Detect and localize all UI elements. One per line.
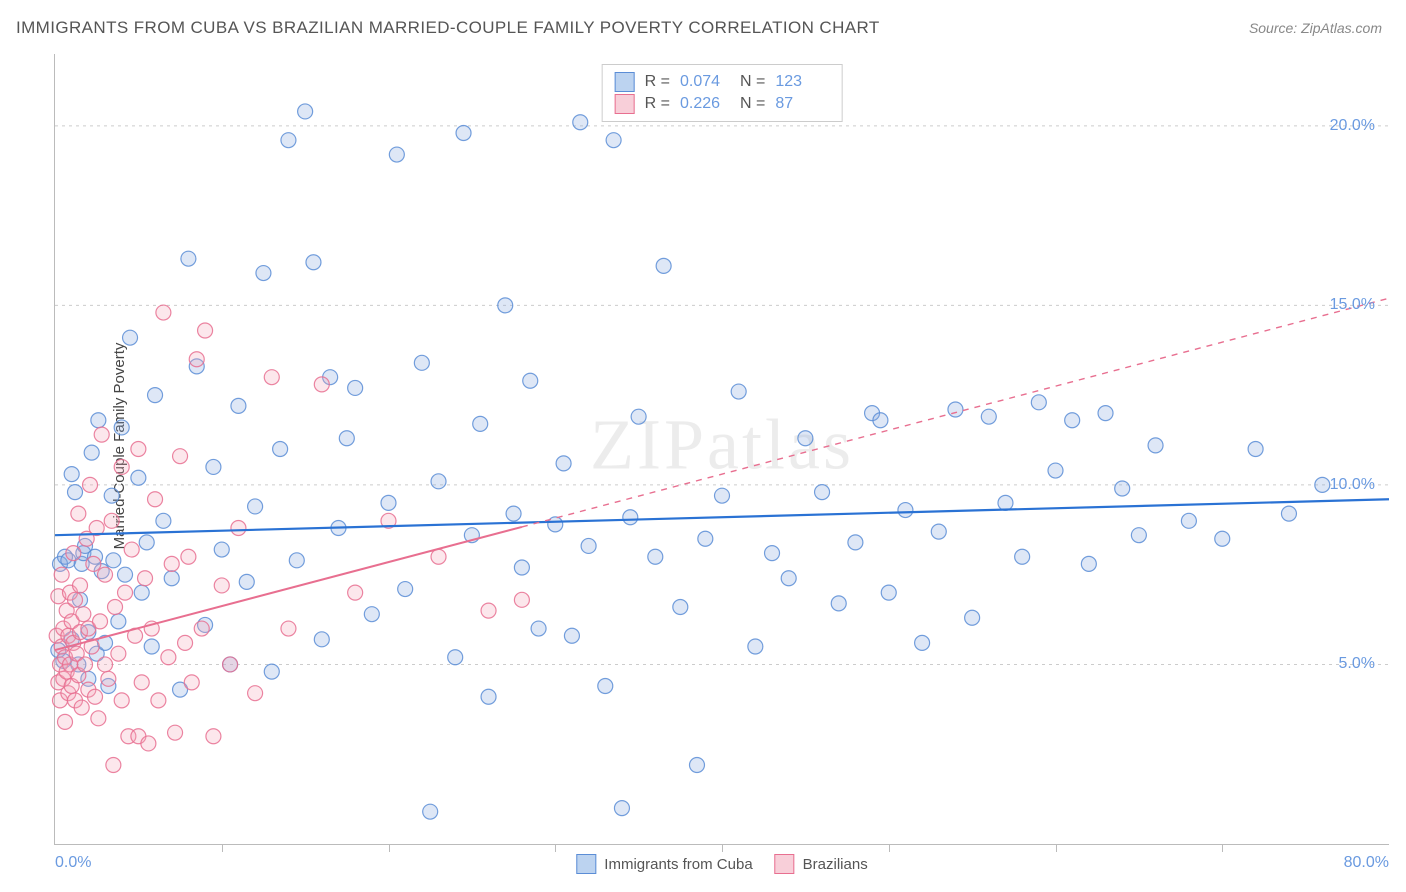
legend-item-brazil: Brazilians: [775, 854, 868, 874]
legend-label-brazil: Brazilians: [803, 856, 868, 873]
plot-area: ZIPatlas 5.0% 10.0% 15.0% 20.0% 0.0% 80.…: [54, 54, 1389, 845]
chart-container: IMMIGRANTS FROM CUBA VS BRAZILIAN MARRIE…: [0, 0, 1406, 892]
scatter-svg: [55, 54, 1389, 844]
series-legend: Immigrants from Cuba Brazilians: [576, 854, 867, 874]
xtick-0: 0.0%: [55, 854, 91, 872]
xtick-80: 80.0%: [1344, 854, 1389, 872]
swatch-cuba: [615, 72, 635, 92]
legend-label-cuba: Immigrants from Cuba: [604, 856, 752, 873]
source-attribution: Source: ZipAtlas.com: [1249, 20, 1382, 36]
ytick-20: 20.0%: [1330, 117, 1375, 135]
chart-title: IMMIGRANTS FROM CUBA VS BRAZILIAN MARRIE…: [16, 18, 880, 38]
legend-item-cuba: Immigrants from Cuba: [576, 854, 752, 874]
legend-swatch-brazil: [775, 854, 795, 874]
swatch-brazil: [615, 94, 635, 114]
stats-legend: R = 0.074 N = 123 R = 0.226 N = 87: [602, 64, 843, 122]
stats-row-brazil: R = 0.226 N = 87: [615, 93, 826, 115]
stats-row-cuba: R = 0.074 N = 123: [615, 71, 826, 93]
legend-swatch-cuba: [576, 854, 596, 874]
ytick-10: 10.0%: [1330, 476, 1375, 494]
ytick-15: 15.0%: [1330, 296, 1375, 314]
ytick-5: 5.0%: [1339, 655, 1375, 673]
